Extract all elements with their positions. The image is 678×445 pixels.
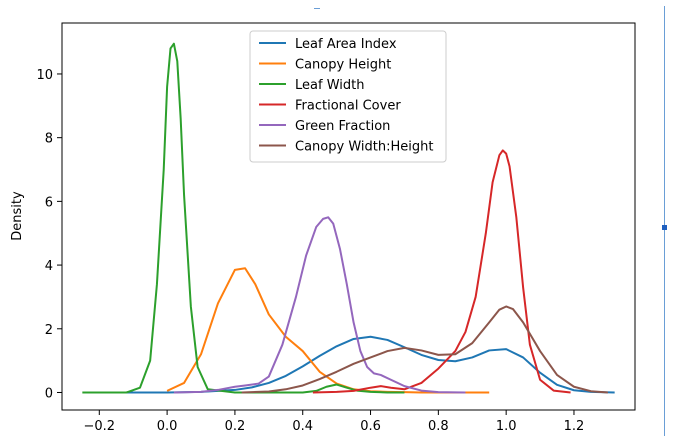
- legend: Leaf Area Index Canopy Height Leaf Width Fr…: [249, 30, 447, 163]
- y-tick-label: 0: [45, 386, 53, 401]
- x-tick-label: 0.6: [360, 419, 381, 434]
- legend-entry: Fractional Cover: [295, 99, 401, 114]
- x-tick-label: 1.2: [564, 419, 585, 434]
- y-axis-label: Density: [10, 191, 25, 241]
- legend-entry: Canopy Height: [295, 58, 391, 73]
- x-tick-label: 1.0: [496, 419, 517, 434]
- series-line-1: [166, 267, 490, 394]
- x-tick-label: 0.4: [292, 419, 313, 434]
- legend-entry: Green Fraction: [295, 119, 390, 134]
- splitter-handle[interactable]: [662, 225, 667, 230]
- window-edge-mark: [314, 8, 320, 9]
- series-line-4: [173, 216, 466, 394]
- y-tick-label: 4: [45, 259, 53, 274]
- x-axis: −0.2 0.0 0.2 0.4 0.6 0.8 1.0 1.2: [84, 410, 585, 434]
- legend-entry: Leaf Width: [295, 78, 364, 93]
- x-tick-label: 0.0: [157, 419, 178, 434]
- legend-entry: Leaf Area Index: [295, 37, 397, 52]
- x-tick-label: 0.8: [428, 419, 449, 434]
- series-line-5: [241, 305, 608, 394]
- x-tick-label: 0.2: [225, 419, 246, 434]
- y-axis: 0 2 4 6 8 10: [36, 68, 62, 401]
- series-lines: [82, 42, 615, 394]
- legend-entry: Canopy Width:Height: [295, 140, 433, 155]
- plot-frame: [61, 22, 636, 411]
- side-splitter[interactable]: [664, 6, 665, 436]
- y-tick-label: 8: [45, 132, 53, 147]
- y-tick-label: 2: [45, 323, 53, 338]
- y-tick-label: 10: [36, 68, 53, 83]
- x-tick-label: −0.2: [84, 419, 116, 434]
- y-tick-label: 6: [45, 195, 53, 210]
- series-line-2: [82, 42, 405, 394]
- series-line-3: [312, 149, 571, 394]
- legend-box: [249, 30, 447, 163]
